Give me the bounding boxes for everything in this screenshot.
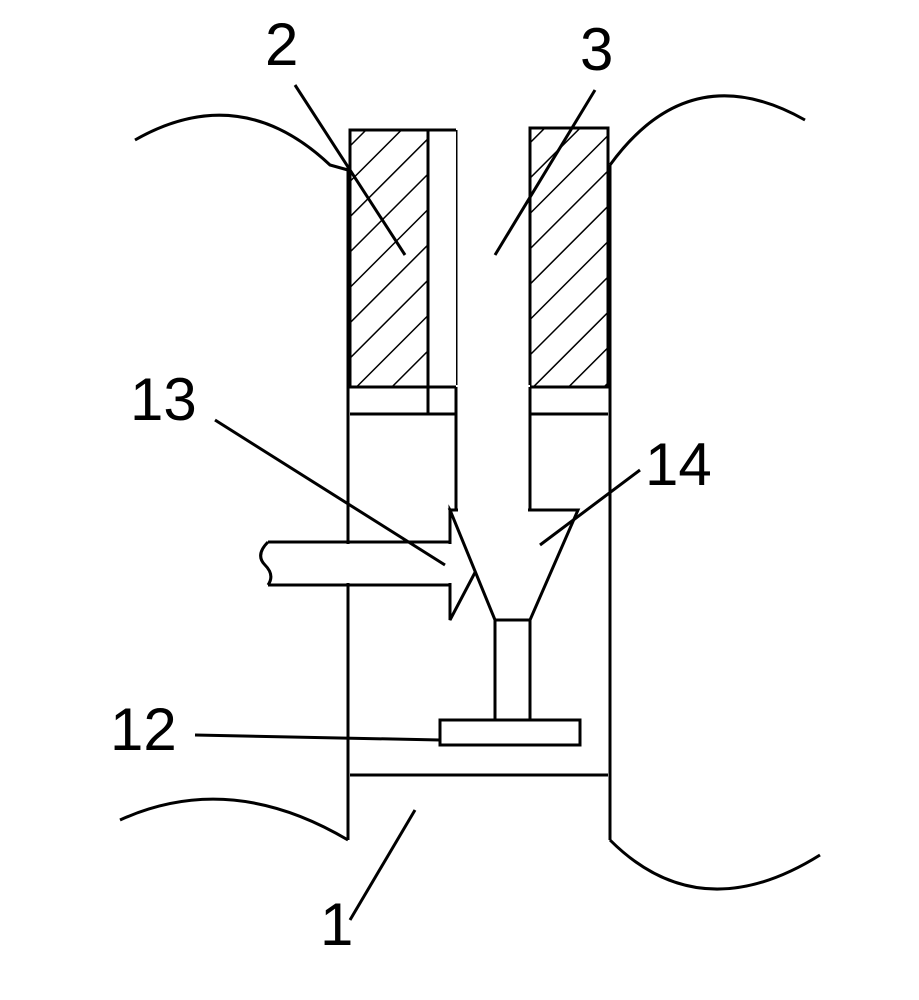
diagram-svg [0,0,919,1000]
gap-left [428,130,456,387]
bottom-break-right [610,840,820,889]
leader-1 [350,810,415,920]
label-14: 14 [645,430,712,499]
leader-14 [540,470,640,545]
hatched-left-wall [350,130,428,387]
label-2: 2 [265,10,298,79]
base-plate [440,720,580,745]
bottom-break-left [120,799,348,840]
label-3: 3 [580,15,613,84]
leader-12 [195,735,440,740]
label-1: 1 [320,890,353,959]
label-13: 13 [130,365,197,434]
top-break-left [135,115,348,170]
top-break-right [610,96,805,165]
label-12: 12 [110,695,177,764]
hatched-right-wall [530,128,608,387]
diagram-container: 2 3 13 14 12 1 [0,0,919,1000]
pipe-break [261,542,271,585]
